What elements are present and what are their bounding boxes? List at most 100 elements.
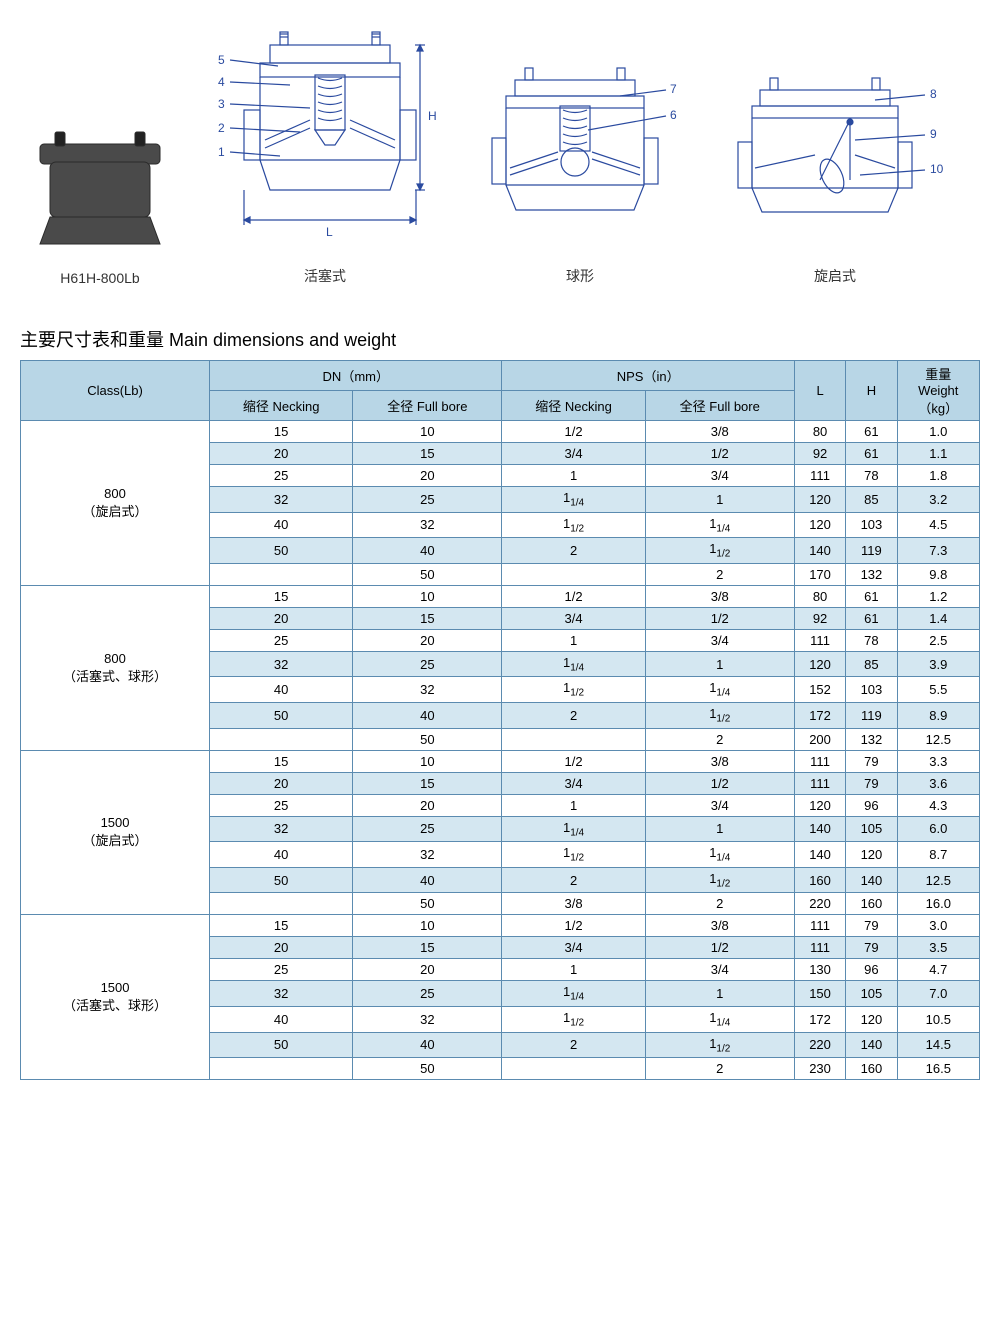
cell-nps_f: 11/2 — [645, 538, 794, 564]
cell-nps_f: 2 — [645, 728, 794, 750]
cell-W: 12.5 — [897, 728, 979, 750]
callout-6: 6 — [670, 108, 677, 122]
cell-W: 7.0 — [897, 981, 979, 1007]
callout-2: 2 — [218, 121, 225, 135]
cell-dn_n: 32 — [210, 651, 353, 677]
cell-nps_n: 11/4 — [502, 981, 645, 1007]
cell-W: 6.0 — [897, 816, 979, 842]
cell-dn_n: 15 — [210, 585, 353, 607]
cell-L: 140 — [794, 842, 845, 868]
col-nps-necking: 缩径 Necking — [502, 391, 645, 421]
cell-nps_f: 1 — [645, 981, 794, 1007]
cell-H: 105 — [846, 816, 897, 842]
cell-nps_f: 2 — [645, 893, 794, 915]
cell-W: 1.0 — [897, 421, 979, 443]
cell-H: 119 — [846, 702, 897, 728]
cell-W: 3.6 — [897, 772, 979, 794]
cell-L: 80 — [794, 585, 845, 607]
cell-L: 220 — [794, 1032, 845, 1058]
cell-H: 132 — [846, 563, 897, 585]
cell-dn_f: 25 — [353, 981, 502, 1007]
cell-dn_f: 15 — [353, 443, 502, 465]
cell-nps_f: 11/2 — [645, 1032, 794, 1058]
callout-5: 5 — [218, 53, 225, 67]
piston-diagram: 5 4 3 2 1 H L 活塞式 — [210, 20, 440, 286]
cell-nps_f: 11/4 — [645, 512, 794, 538]
cell-L: 111 — [794, 937, 845, 959]
col-dn-necking: 缩径 Necking — [210, 391, 353, 421]
group-label: 1500（旋启式） — [21, 750, 210, 915]
cell-L: 120 — [794, 512, 845, 538]
cell-H: 160 — [846, 1058, 897, 1080]
cell-dn_f: 50 — [353, 728, 502, 750]
col-L: L — [794, 361, 845, 421]
cell-L: 111 — [794, 772, 845, 794]
cell-nps_f: 11/2 — [645, 702, 794, 728]
cell-nps_f: 1 — [645, 816, 794, 842]
table-header: Class(Lb) DN（mm） NPS（in） L H 重量 Weight （… — [21, 361, 980, 421]
cell-nps_f: 3/8 — [645, 421, 794, 443]
cell-nps_n: 1 — [502, 959, 645, 981]
cell-nps_f: 11/4 — [645, 677, 794, 703]
cell-W: 9.8 — [897, 563, 979, 585]
cell-dn_f: 50 — [353, 1058, 502, 1080]
cell-dn_f: 15 — [353, 937, 502, 959]
cell-nps_f: 3/8 — [645, 585, 794, 607]
cell-dn_f: 32 — [353, 677, 502, 703]
cell-dn_n: 25 — [210, 465, 353, 487]
cell-H: 85 — [846, 487, 897, 513]
cell-dn_f: 10 — [353, 585, 502, 607]
cell-dn_f: 32 — [353, 1006, 502, 1032]
cell-dn_f: 25 — [353, 816, 502, 842]
cell-dn_n: 40 — [210, 842, 353, 868]
cell-dn_f: 40 — [353, 702, 502, 728]
piston-diagram-svg: 5 4 3 2 1 H L — [210, 20, 440, 260]
cell-nps_n: 1 — [502, 629, 645, 651]
cell-W: 14.5 — [897, 1032, 979, 1058]
cell-dn_n: 20 — [210, 772, 353, 794]
diagrams-row: H61H-800Lb — [20, 20, 980, 286]
cell-dn_n: 32 — [210, 816, 353, 842]
cell-nps_f: 2 — [645, 1058, 794, 1080]
cell-nps_f: 3/4 — [645, 959, 794, 981]
callout-3: 3 — [218, 97, 225, 111]
cell-nps_n: 1/2 — [502, 421, 645, 443]
cell-L: 111 — [794, 629, 845, 651]
table-row: 800（活塞式、球形）15101/23/880611.2 — [21, 585, 980, 607]
cell-nps_f: 1/2 — [645, 607, 794, 629]
cell-dn_f: 32 — [353, 512, 502, 538]
cell-nps_n: 2 — [502, 867, 645, 893]
callout-8: 8 — [930, 87, 937, 101]
cell-nps_f: 1 — [645, 487, 794, 513]
cell-H: 61 — [846, 421, 897, 443]
cell-dn_n: 20 — [210, 607, 353, 629]
cell-dn_n: 25 — [210, 794, 353, 816]
cell-H: 79 — [846, 750, 897, 772]
cell-dn_n: 32 — [210, 487, 353, 513]
group-label: 800（活塞式、球形） — [21, 585, 210, 750]
cell-dn_n: 50 — [210, 867, 353, 893]
cell-H: 78 — [846, 465, 897, 487]
cell-nps_n: 11/4 — [502, 487, 645, 513]
cell-dn_f: 32 — [353, 842, 502, 868]
cell-nps_f: 3/8 — [645, 750, 794, 772]
col-dn-fullbore: 全径 Full bore — [353, 391, 502, 421]
cell-W: 3.3 — [897, 750, 979, 772]
cell-W: 4.7 — [897, 959, 979, 981]
cell-W: 3.2 — [897, 487, 979, 513]
cell-nps_n: 11/2 — [502, 677, 645, 703]
swing-caption: 旋启式 — [720, 266, 950, 286]
cell-L: 160 — [794, 867, 845, 893]
cell-L: 80 — [794, 421, 845, 443]
cell-nps_n: 1/2 — [502, 750, 645, 772]
cell-nps_f: 3/8 — [645, 915, 794, 937]
cell-H: 140 — [846, 1032, 897, 1058]
ball-diagram-svg: 7 6 — [470, 60, 690, 260]
cell-nps_f: 1/2 — [645, 772, 794, 794]
cell-nps_n: 2 — [502, 1032, 645, 1058]
cell-L: 230 — [794, 1058, 845, 1080]
dimensions-table: Class(Lb) DN（mm） NPS（in） L H 重量 Weight （… — [20, 360, 980, 1080]
table-row: 800（旋启式）15101/23/880611.0 — [21, 421, 980, 443]
callout-10: 10 — [930, 162, 944, 176]
cell-H: 105 — [846, 981, 897, 1007]
